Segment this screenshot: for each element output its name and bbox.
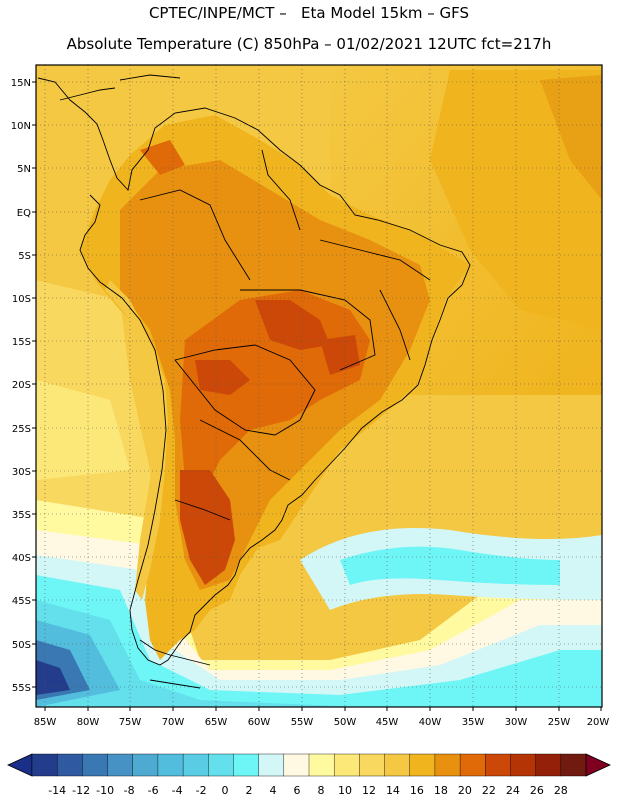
lon-label: 45W — [376, 717, 399, 728]
colorbar-cell — [233, 753, 260, 777]
colorbar-cell — [157, 753, 184, 777]
lat-label: EQ — [17, 208, 31, 219]
lat-label: 5S — [18, 251, 31, 262]
lat-label: 15S — [12, 337, 31, 348]
colorbar-cell — [560, 753, 587, 777]
colorbar-label: 18 — [434, 784, 448, 797]
lon-label: 20W — [587, 717, 610, 728]
colorbar-label: 24 — [506, 784, 520, 797]
colorbar-cell — [333, 753, 360, 777]
colorbar: -14 -12 -10 -8 -6 -4 -2 0 2 4 6 8 10 12 14 16 18 20 22 24 26… — [7, 753, 611, 797]
lon-label: 70W — [162, 717, 185, 728]
map-frame — [35, 64, 603, 708]
colorbar-label: 20 — [458, 784, 472, 797]
lat-label: 45S — [12, 596, 31, 607]
colorbar-cell — [359, 753, 386, 777]
colorbar-label: 12 — [362, 784, 376, 797]
lat-label: 25S — [12, 424, 31, 435]
title-line-2: Absolute Temperature (C) 850hPa – 01/02/… — [66, 35, 552, 53]
colorbar-high-arrow — [585, 753, 611, 777]
lat-label: 10S — [12, 294, 31, 305]
colorbar-labels: -14 -12 -10 -8 -6 -4 -2 0 2 4 6 8 10 12 14 16 18 20 22 24 26… — [48, 784, 568, 797]
colorbar-cell — [107, 753, 134, 777]
lon-label: 65W — [205, 717, 228, 728]
temperature-field — [36, 65, 602, 707]
colorbar-label: -10 — [96, 784, 114, 797]
colorbar-label: 10 — [338, 784, 352, 797]
title-line-1: CPTEC/INPE/MCT – Eta Model 15km – GFS — [148, 4, 470, 22]
lat-label: 10N — [11, 121, 31, 132]
lon-label: 85W — [34, 717, 57, 728]
colorbar-cell — [31, 753, 58, 777]
colorbar-cell — [409, 753, 436, 777]
colorbar-label: -14 — [48, 784, 66, 797]
colorbar-label: 4 — [270, 784, 277, 797]
axis-ticks — [32, 81, 602, 711]
colorbar-label: 0 — [222, 784, 229, 797]
colorbar-label: -12 — [72, 784, 90, 797]
colorbar-cell — [384, 753, 411, 777]
colorbar-cell — [82, 753, 109, 777]
lon-label: 80W — [77, 717, 100, 728]
colorbar-cell — [510, 753, 537, 777]
colorbar-low-arrow — [7, 753, 33, 777]
colorbar-label: 26 — [530, 784, 544, 797]
lon-label: 60W — [248, 717, 271, 728]
colorbar-label: 8 — [317, 784, 324, 797]
lat-label: 30S — [12, 467, 31, 478]
colorbar-cell — [485, 753, 511, 777]
colorbar-cell — [283, 753, 310, 777]
lat-label: 40S — [12, 553, 31, 564]
colorbar-label: -4 — [172, 784, 183, 797]
longitude-labels: 85W 80W 75W 70W 65W 60W 55W 50W 45W 40W … — [34, 717, 610, 728]
lon-label: 25W — [548, 717, 571, 728]
latitude-labels: 15N 10N 5N EQ 5S 10S 15S 20S 25S 30S 35S… — [11, 78, 31, 694]
colorbar-label: -2 — [196, 784, 207, 797]
lon-label: 35W — [462, 717, 485, 728]
lon-label: 55W — [291, 717, 314, 728]
colorbar-label: 6 — [294, 784, 301, 797]
colorbar-cell — [459, 753, 486, 777]
lon-label: 30W — [505, 717, 528, 728]
colorbar-label: 2 — [246, 784, 253, 797]
lat-label: 50S — [12, 640, 31, 651]
colorbar-cell — [208, 753, 234, 777]
colorbar-cell — [308, 753, 335, 777]
lat-label: 35S — [12, 510, 31, 521]
lat-label: 15N — [11, 78, 31, 89]
colorbar-label: -6 — [148, 784, 159, 797]
colorbar-cell — [258, 753, 285, 777]
lon-label: 40W — [419, 717, 442, 728]
colorbar-cell — [535, 753, 562, 777]
colorbar-label: 16 — [410, 784, 424, 797]
lat-label: 55S — [12, 683, 31, 694]
lat-label: 5N — [17, 164, 31, 175]
colorbar-cell — [132, 753, 159, 777]
colorbar-cell — [434, 753, 461, 777]
lon-label: 75W — [119, 717, 142, 728]
colorbar-cell — [56, 753, 83, 777]
colorbar-label: -8 — [124, 784, 135, 797]
lon-label: 50W — [334, 717, 357, 728]
colorbar-label: 14 — [386, 784, 400, 797]
lat-label: 20S — [12, 380, 31, 391]
colorbar-label: 22 — [482, 784, 496, 797]
colorbar-label: 28 — [554, 784, 568, 797]
colorbar-cell — [182, 753, 209, 777]
colorbar-cells — [31, 753, 587, 777]
